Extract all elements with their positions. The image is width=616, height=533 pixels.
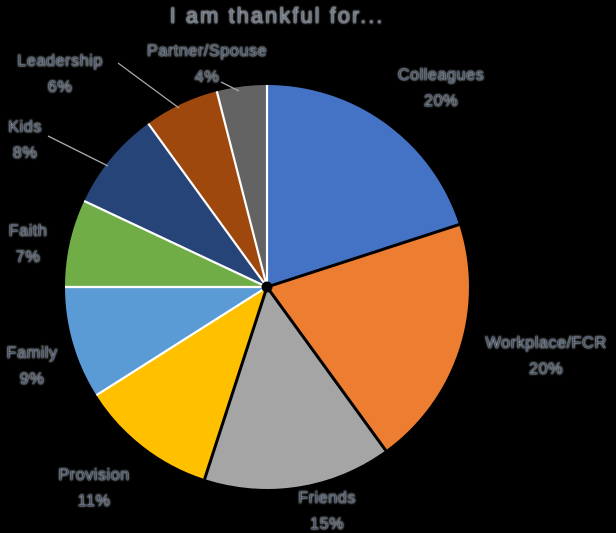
pie-slice-faith — [64, 201, 267, 287]
slice-label-percent: 8% — [12, 144, 38, 162]
slice-label-name: Provision — [58, 466, 130, 484]
pie-slice-workplace-fcr — [267, 224, 469, 451]
slice-separator — [265, 286, 387, 452]
slice-label-name: Family — [6, 344, 58, 362]
pie-slice-colleagues — [267, 85, 460, 287]
slice-label-percent: 15% — [309, 515, 345, 533]
slice-separator — [147, 122, 268, 288]
slice-label-percent: 20% — [528, 360, 564, 378]
slice-label-percent: 4% — [194, 68, 220, 86]
leader-line-leadership — [117, 62, 180, 109]
slice-label-percent: 9% — [19, 370, 45, 388]
slice-label-name: Friends — [298, 489, 356, 507]
slice-label-provision: Provision 11% — [58, 462, 129, 514]
pie-slice-friends — [204, 287, 386, 489]
chart-title: I am thankful for... — [169, 3, 385, 28]
slice-label-name: Workplace/FCR — [485, 334, 607, 352]
slice-label-friends: Friends 15% — [298, 485, 356, 533]
slice-label-percent: 7% — [15, 248, 41, 266]
slice-separator — [215, 91, 269, 288]
slice-label-family: Family 9% — [7, 340, 58, 392]
leader-line-kids — [47, 135, 109, 167]
slice-label-colleagues: Colleagues 20% — [398, 62, 485, 114]
slice-label-partner-spouse: Partner/Spouse 4% — [147, 38, 267, 90]
slice-label-faith: Faith 7% — [9, 218, 48, 270]
pie-slice-leadership — [148, 91, 267, 287]
slice-separator — [203, 286, 269, 480]
slice-label-leadership: Leadership 6% — [17, 48, 103, 100]
pie-slice-kids — [84, 123, 267, 287]
slice-label-percent: 11% — [77, 492, 111, 510]
pie-slice-provision — [96, 287, 268, 480]
slice-label-name: Colleagues — [397, 66, 485, 84]
pie-slice-family — [65, 287, 267, 396]
slice-separator — [266, 223, 460, 289]
slice-label-workplace-fcr: Workplace/FCR 20% — [485, 330, 606, 382]
slice-label-percent: 6% — [47, 78, 73, 96]
slice-label-name: Partner/Spouse — [146, 42, 268, 60]
pie-center — [261, 281, 273, 293]
slice-label-name: Kids — [8, 118, 42, 136]
slice-label-percent: 20% — [423, 92, 459, 110]
slice-separator — [83, 200, 268, 288]
leader-line-partner-spouse — [220, 81, 240, 92]
slice-label-kids: Kids 8% — [8, 114, 42, 166]
slice-separator — [95, 286, 268, 397]
slice-label-name: Faith — [8, 222, 48, 240]
slice-label-name: Leadership — [17, 52, 103, 70]
